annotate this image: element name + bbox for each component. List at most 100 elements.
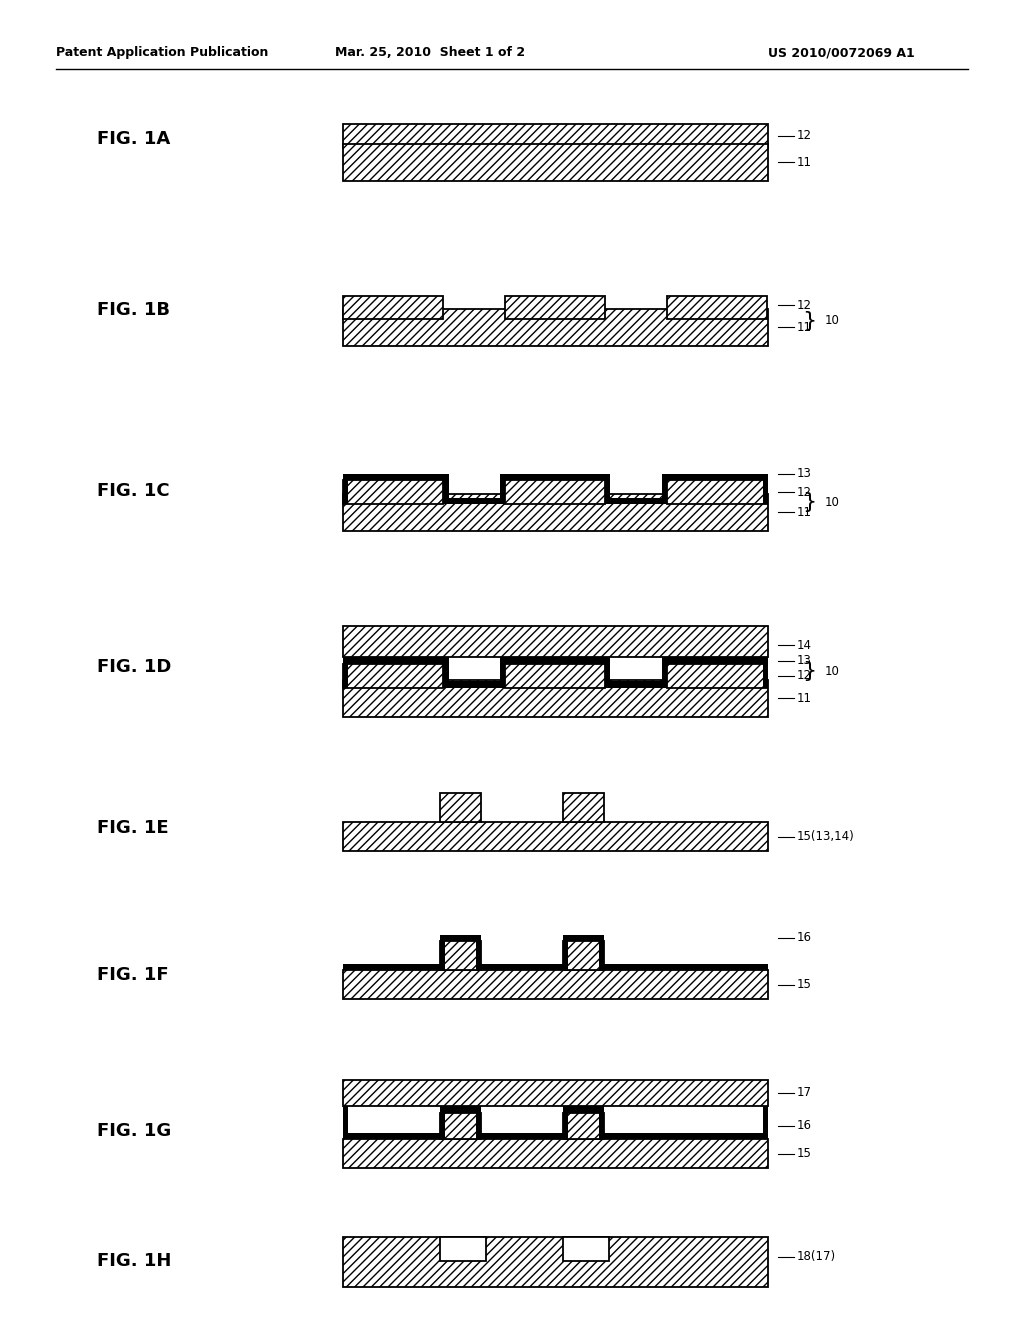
Bar [763, 474, 768, 504]
Text: FIG. 1F: FIG. 1F [97, 966, 169, 985]
Bar [343, 964, 440, 970]
Text: Mar. 25, 2010  Sheet 1 of 2: Mar. 25, 2010 Sheet 1 of 2 [335, 46, 525, 59]
Text: 15: 15 [797, 978, 812, 991]
Bar [440, 941, 481, 970]
Text: US 2010/0072069 A1: US 2010/0072069 A1 [768, 46, 914, 59]
Bar [667, 664, 767, 688]
Bar [343, 480, 443, 504]
Text: 16: 16 [797, 932, 812, 944]
Text: }: } [802, 492, 816, 512]
Text: 11: 11 [797, 506, 812, 519]
Bar [343, 474, 443, 480]
Bar [605, 498, 667, 504]
Bar [604, 1133, 768, 1139]
Bar [763, 657, 768, 688]
Text: 10: 10 [824, 496, 840, 508]
Bar [563, 1113, 568, 1139]
Text: FIG. 1E: FIG. 1E [97, 818, 169, 837]
Text: 11: 11 [797, 321, 812, 334]
Bar [505, 664, 605, 688]
Text: FIG. 1D: FIG. 1D [97, 657, 172, 676]
Bar [343, 296, 443, 319]
Text: 12: 12 [797, 298, 812, 312]
Bar [563, 935, 604, 941]
Bar [481, 1133, 563, 1139]
Bar [440, 1237, 486, 1261]
Text: 12: 12 [797, 486, 812, 499]
Bar [343, 822, 768, 851]
Bar [343, 680, 768, 717]
Bar [563, 1237, 609, 1261]
Bar [343, 494, 768, 531]
Text: Patent Application Publication: Patent Application Publication [56, 46, 268, 59]
Text: 13: 13 [797, 467, 812, 480]
Bar [605, 474, 610, 504]
Text: FIG. 1G: FIG. 1G [97, 1122, 172, 1140]
Bar [343, 964, 348, 970]
Bar [440, 1113, 481, 1139]
Bar [599, 1113, 604, 1139]
Text: }: } [802, 661, 816, 681]
Bar [481, 964, 563, 970]
Bar [667, 480, 767, 504]
Text: 15: 15 [797, 1147, 812, 1160]
Bar [343, 1133, 440, 1139]
Text: FIG. 1B: FIG. 1B [97, 301, 170, 319]
Bar [476, 941, 481, 970]
Bar [440, 935, 481, 941]
Bar [563, 941, 568, 970]
Text: 17: 17 [797, 1086, 812, 1100]
Bar [343, 1106, 348, 1139]
Bar [763, 1106, 768, 1139]
Text: 13: 13 [797, 655, 812, 667]
Bar [343, 626, 768, 657]
Bar [440, 1113, 445, 1139]
Bar [443, 474, 449, 504]
Text: 12: 12 [797, 129, 812, 143]
Bar [667, 296, 767, 319]
Bar [505, 296, 605, 319]
Bar [599, 941, 604, 970]
Bar [343, 664, 443, 688]
Text: 16: 16 [797, 1119, 812, 1133]
Bar [505, 657, 605, 664]
Bar [343, 124, 768, 148]
Bar [667, 474, 767, 480]
Bar [343, 309, 768, 346]
Text: 11: 11 [797, 692, 812, 705]
Bar [604, 964, 768, 970]
Text: 15(13,14): 15(13,14) [797, 830, 854, 843]
Bar [443, 681, 505, 688]
Bar [343, 1080, 768, 1106]
Bar [440, 793, 481, 822]
Bar [343, 1237, 768, 1287]
Bar [763, 964, 768, 970]
Text: FIG. 1H: FIG. 1H [97, 1251, 172, 1270]
Bar [443, 498, 505, 504]
Text: 10: 10 [824, 665, 840, 677]
Bar [343, 657, 443, 664]
Bar [767, 681, 768, 688]
Bar [505, 474, 605, 480]
Bar [605, 681, 667, 688]
Bar [476, 1113, 481, 1139]
Text: 14: 14 [797, 639, 812, 652]
Bar [662, 474, 667, 504]
Bar [500, 474, 505, 504]
Bar [667, 657, 767, 664]
Text: }: } [802, 310, 816, 331]
Bar [343, 970, 768, 999]
Bar [440, 1106, 481, 1113]
Bar [563, 1113, 604, 1139]
Text: 18(17): 18(17) [797, 1250, 836, 1263]
Text: FIG. 1C: FIG. 1C [97, 482, 170, 500]
Bar [605, 657, 610, 688]
Text: FIG. 1A: FIG. 1A [97, 129, 171, 148]
Bar [563, 1106, 604, 1113]
Bar [563, 793, 604, 822]
Text: 10: 10 [824, 314, 840, 327]
Bar [343, 144, 768, 181]
Bar [767, 498, 768, 504]
Bar [440, 941, 445, 970]
Text: 11: 11 [797, 156, 812, 169]
